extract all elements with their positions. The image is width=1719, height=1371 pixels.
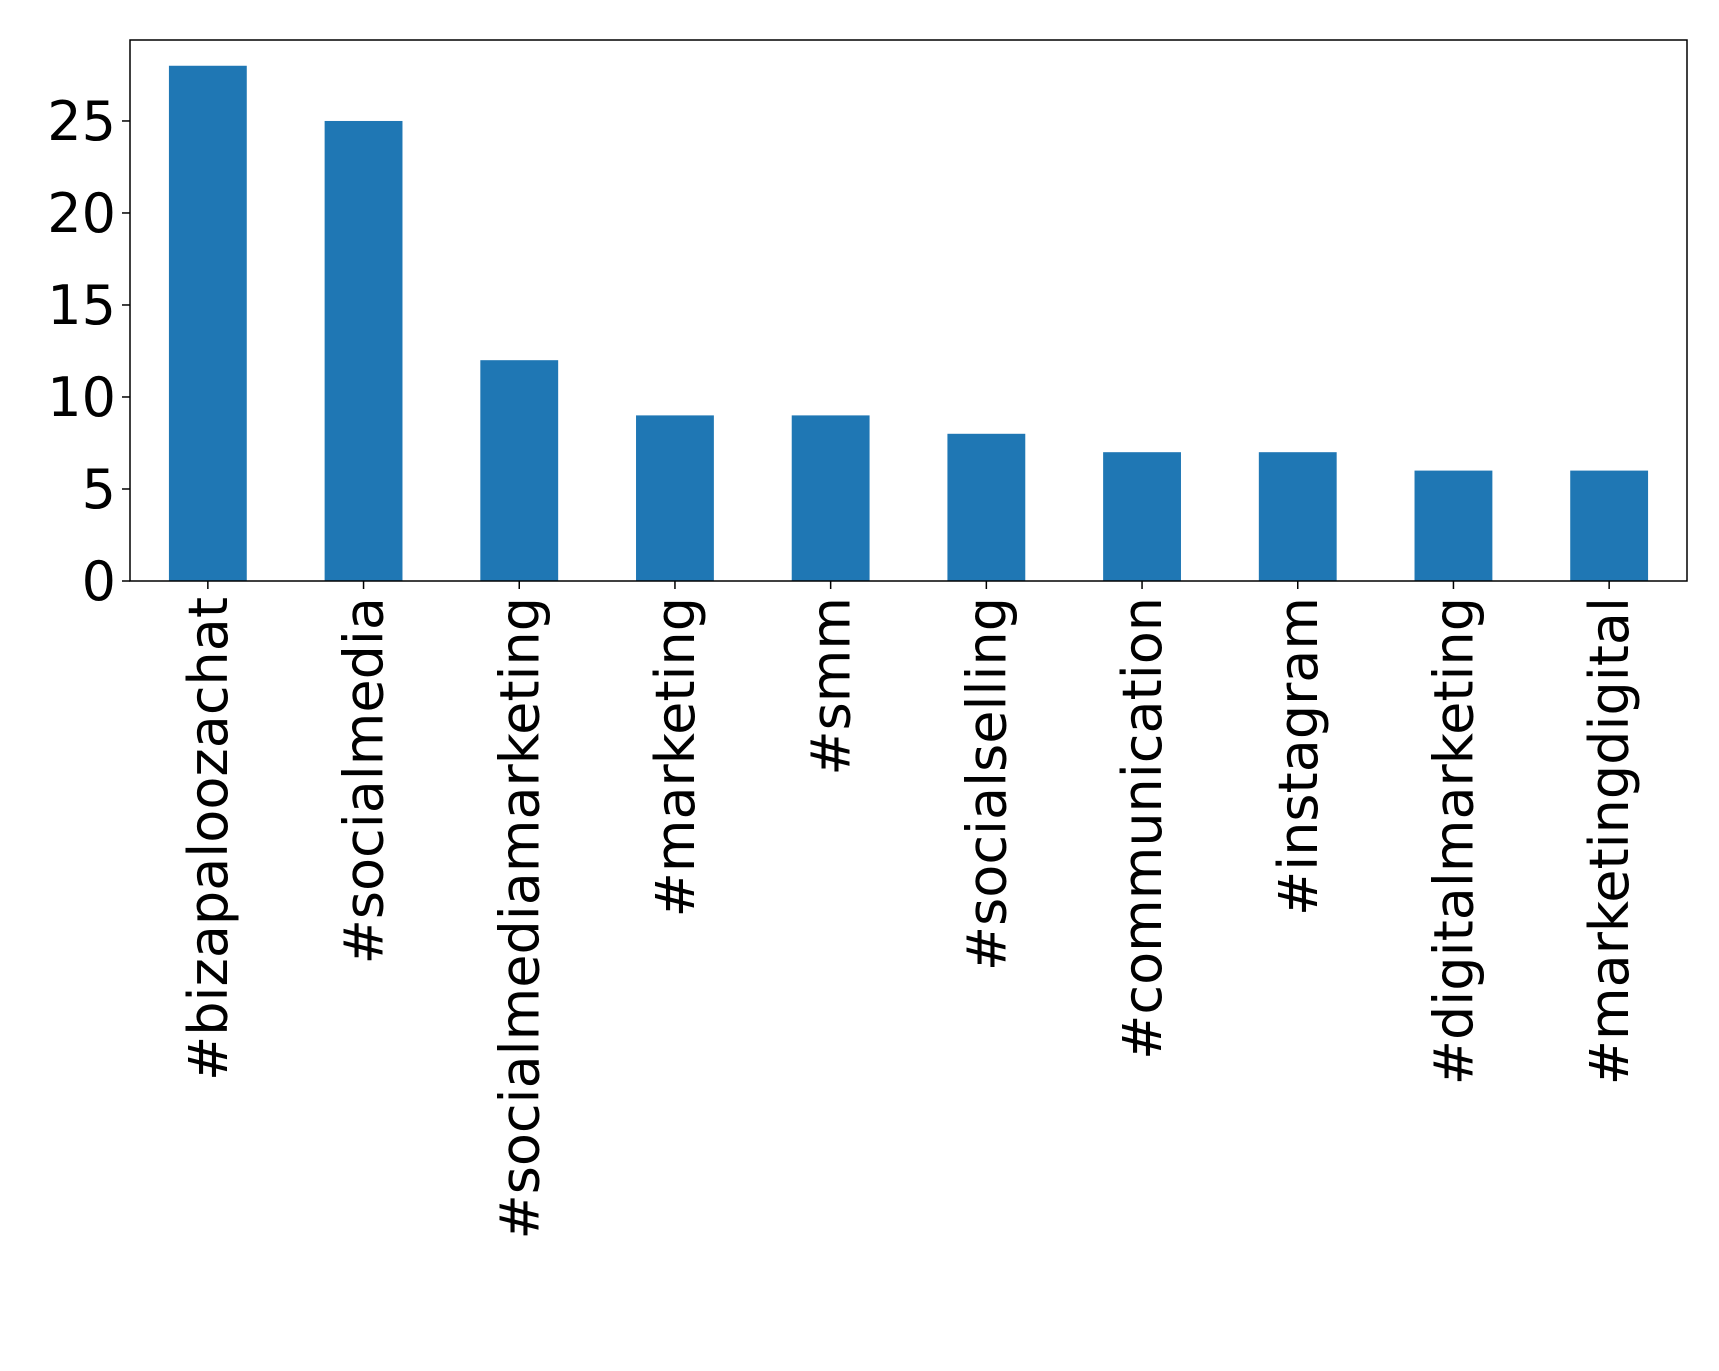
x-tick-label: #instagram [1267,597,1330,916]
y-tick-label: 15 [47,274,116,337]
x-tick-label: #bizapaloozachat [177,597,240,1081]
y-tick-label: 20 [47,182,116,245]
bar [791,415,870,581]
x-tick-label: #socialmediamarketing [488,597,551,1240]
y-tick-label: 5 [82,458,116,521]
x-tick-label: #digitalmarketing [1422,597,1485,1085]
x-tick-label: #smm [800,597,863,776]
bar [480,360,559,581]
bar [324,120,403,581]
x-tick-label: #marketing [644,597,707,917]
bar [636,415,714,581]
y-tick-label: 25 [47,90,116,153]
bar [947,433,1026,581]
x-tick-label: #socialselling [955,597,1018,971]
bar [1414,470,1493,581]
bar [1570,470,1649,581]
bar [168,65,247,581]
x-tick-label: #communication [1111,597,1174,1060]
bar [1258,452,1337,581]
y-tick-label: 0 [82,550,116,613]
y-tick-label: 10 [47,366,116,429]
bar [1103,452,1181,581]
x-tick-label: #marketingdigital [1578,597,1641,1085]
plot-frame [129,39,1688,582]
x-tick-label: #socialmedia [333,597,396,964]
